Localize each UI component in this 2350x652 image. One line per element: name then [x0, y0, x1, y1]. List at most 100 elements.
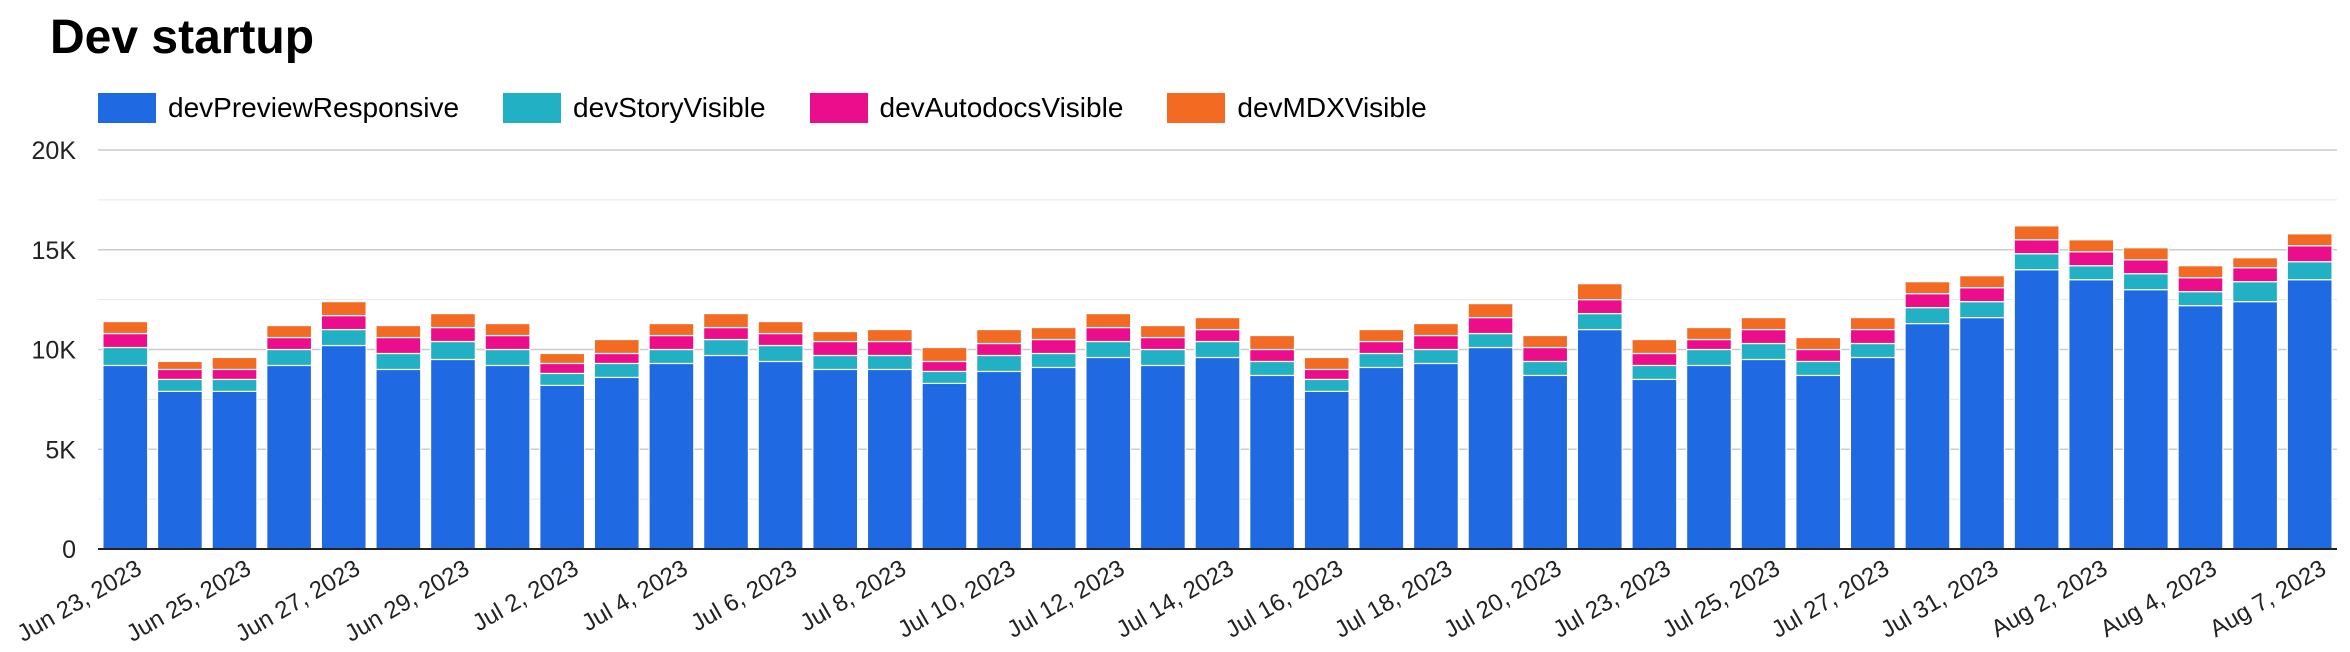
bar-segment-devpreviewresponsive	[539, 384, 586, 550]
bar-segment-devautodocsvisible	[2013, 239, 2060, 255]
bar-segment-devstoryvisible	[375, 352, 422, 371]
bar-segment-devstoryvisible	[866, 354, 913, 371]
bar-segment-devautodocsvisible	[1358, 340, 1405, 355]
bar-segment-devstoryvisible	[593, 362, 640, 379]
bar-segment-devstoryvisible	[429, 340, 476, 361]
bar-segment-devstoryvisible	[648, 348, 695, 365]
x-tick-label: Jul 31, 2023	[1876, 555, 2003, 644]
bar-segment-devautodocsvisible	[2232, 267, 2279, 283]
bar-segment-devautodocsvisible	[211, 368, 258, 381]
bar-segment-devpreviewresponsive	[757, 360, 804, 550]
bar-segment-devpreviewresponsive	[211, 390, 258, 550]
bar-segment-devautodocsvisible	[1139, 336, 1186, 351]
bar-segment-devautodocsvisible	[102, 332, 149, 349]
bar-segment-devpreviewresponsive	[1358, 366, 1405, 550]
x-tick-label: Jul 10, 2023	[893, 555, 1020, 644]
bar-segment-devmdxvisible	[593, 338, 640, 355]
bar-segment-devmdxvisible	[866, 328, 913, 343]
bar-segment-devpreviewresponsive	[976, 370, 1023, 550]
bar-segment-devmdxvisible	[429, 312, 476, 329]
bar-segment-devpreviewresponsive	[1522, 374, 1569, 550]
x-tick-label: Jul 25, 2023	[1658, 555, 1785, 644]
bar-segment-devmdxvisible	[156, 360, 203, 371]
bar-segment-devautodocsvisible	[1085, 326, 1132, 343]
bar-segment-devstoryvisible	[2232, 281, 2279, 303]
y-tick-label: 15K	[32, 237, 77, 265]
bar-segment-devstoryvisible	[484, 348, 531, 367]
bar-segment-devmdxvisible	[1358, 328, 1405, 343]
bar-segment-devmdxvisible	[1522, 334, 1569, 349]
legend: devPreviewResponsive devStoryVisible dev…	[98, 88, 1471, 128]
bar-segment-devautodocsvisible	[921, 360, 968, 373]
legend-swatch-devautodocsvisible	[809, 93, 868, 123]
bar-segment-devmdxvisible	[757, 320, 804, 335]
bar-segment-devpreviewresponsive	[1904, 322, 1951, 550]
bar-segment-devautodocsvisible	[2068, 251, 2115, 267]
x-tick-label: Jul 6, 2023	[686, 555, 801, 637]
bar-segment-devautodocsvisible	[2177, 277, 2224, 293]
legend-swatch-devmdxvisible	[1167, 93, 1226, 123]
x-tick-label: Jul 23, 2023	[1549, 555, 1676, 644]
x-tick-label: Jul 20, 2023	[1439, 555, 1566, 644]
bar-segment-devstoryvisible	[1631, 364, 1678, 381]
bar-segment-devpreviewresponsive	[812, 368, 859, 550]
bar-segment-devstoryvisible	[2013, 253, 2060, 271]
bar-segment-devmdxvisible	[1412, 322, 1459, 337]
bar-segment-devmdxvisible	[1959, 275, 2006, 289]
bar-segment-devstoryvisible	[1412, 348, 1459, 365]
bar-segment-devmdxvisible	[375, 324, 422, 339]
bar-segment-devmdxvisible	[703, 312, 750, 329]
bar-segment-devpreviewresponsive	[320, 344, 367, 550]
bar-segment-devmdxvisible	[1904, 281, 1951, 295]
bar-segment-devmdxvisible	[266, 324, 313, 339]
bar-segment-devstoryvisible	[812, 354, 859, 371]
bar-segment-devstoryvisible	[1849, 342, 1896, 359]
bar-segment-devstoryvisible	[266, 348, 313, 367]
bar-segment-devautodocsvisible	[156, 368, 203, 381]
bar-segment-devpreviewresponsive	[1412, 362, 1459, 550]
x-tick-label: Jul 18, 2023	[1330, 555, 1457, 644]
bar-segment-devautodocsvisible	[757, 332, 804, 347]
bar-segment-devstoryvisible	[1303, 378, 1350, 392]
bar-segment-devstoryvisible	[1904, 307, 1951, 325]
bar-segment-devstoryvisible	[1522, 360, 1569, 377]
bar-segment-devstoryvisible	[1030, 352, 1077, 369]
bar-segment-devautodocsvisible	[703, 326, 750, 341]
y-tick-label: 0	[62, 536, 76, 564]
x-tick-label: Jun 29, 2023	[340, 555, 474, 648]
legend-item-devmdxvisible[interactable]: devMDXVisible	[1167, 92, 1427, 124]
bar-segment-devstoryvisible	[1959, 301, 2006, 319]
bar-segment-devmdxvisible	[1467, 303, 1514, 319]
bar-segment-devpreviewresponsive	[593, 376, 640, 550]
bar-segment-devpreviewresponsive	[1959, 316, 2006, 550]
legend-item-devautodocsvisible[interactable]: devAutodocsVisible	[809, 92, 1123, 124]
bar-segment-devautodocsvisible	[1685, 338, 1732, 351]
bar-segment-devmdxvisible	[1303, 356, 1350, 371]
bar-segment-devautodocsvisible	[648, 334, 695, 351]
bar-segment-devstoryvisible	[1139, 348, 1186, 367]
bar-segment-devpreviewresponsive	[1249, 374, 1296, 550]
bar-segment-devautodocsvisible	[812, 340, 859, 357]
bar-segment-devautodocsvisible	[320, 314, 367, 331]
bar-segment-devautodocsvisible	[484, 334, 531, 351]
bar-segment-devautodocsvisible	[1303, 368, 1350, 381]
bar-segment-devautodocsvisible	[266, 336, 313, 351]
bar-segment-devmdxvisible	[1740, 316, 1787, 331]
y-tick-label: 5K	[45, 436, 76, 464]
bar-segment-devstoryvisible	[1795, 360, 1842, 377]
x-tick-label: Jul 12, 2023	[1003, 555, 1130, 644]
bar-segment-devpreviewresponsive	[1631, 378, 1678, 550]
bar-segment-devmdxvisible	[648, 322, 695, 337]
x-tick-label: Jul 8, 2023	[796, 555, 911, 637]
bar-segment-devpreviewresponsive	[1139, 364, 1186, 550]
bar-segment-devautodocsvisible	[375, 336, 422, 355]
legend-item-devpreviewresponsive[interactable]: devPreviewResponsive	[98, 92, 459, 124]
bar-segment-devpreviewresponsive	[2232, 301, 2279, 550]
bar-segment-devautodocsvisible	[1740, 328, 1787, 345]
bar-segment-devautodocsvisible	[1467, 316, 1514, 335]
bar-segment-devautodocsvisible	[539, 362, 586, 375]
bar-segment-devstoryvisible	[1249, 360, 1296, 377]
legend-item-devstoryvisible[interactable]: devStoryVisible	[503, 92, 766, 124]
bar-segment-devmdxvisible	[1685, 326, 1732, 341]
bar-segment-devpreviewresponsive	[1685, 364, 1732, 550]
